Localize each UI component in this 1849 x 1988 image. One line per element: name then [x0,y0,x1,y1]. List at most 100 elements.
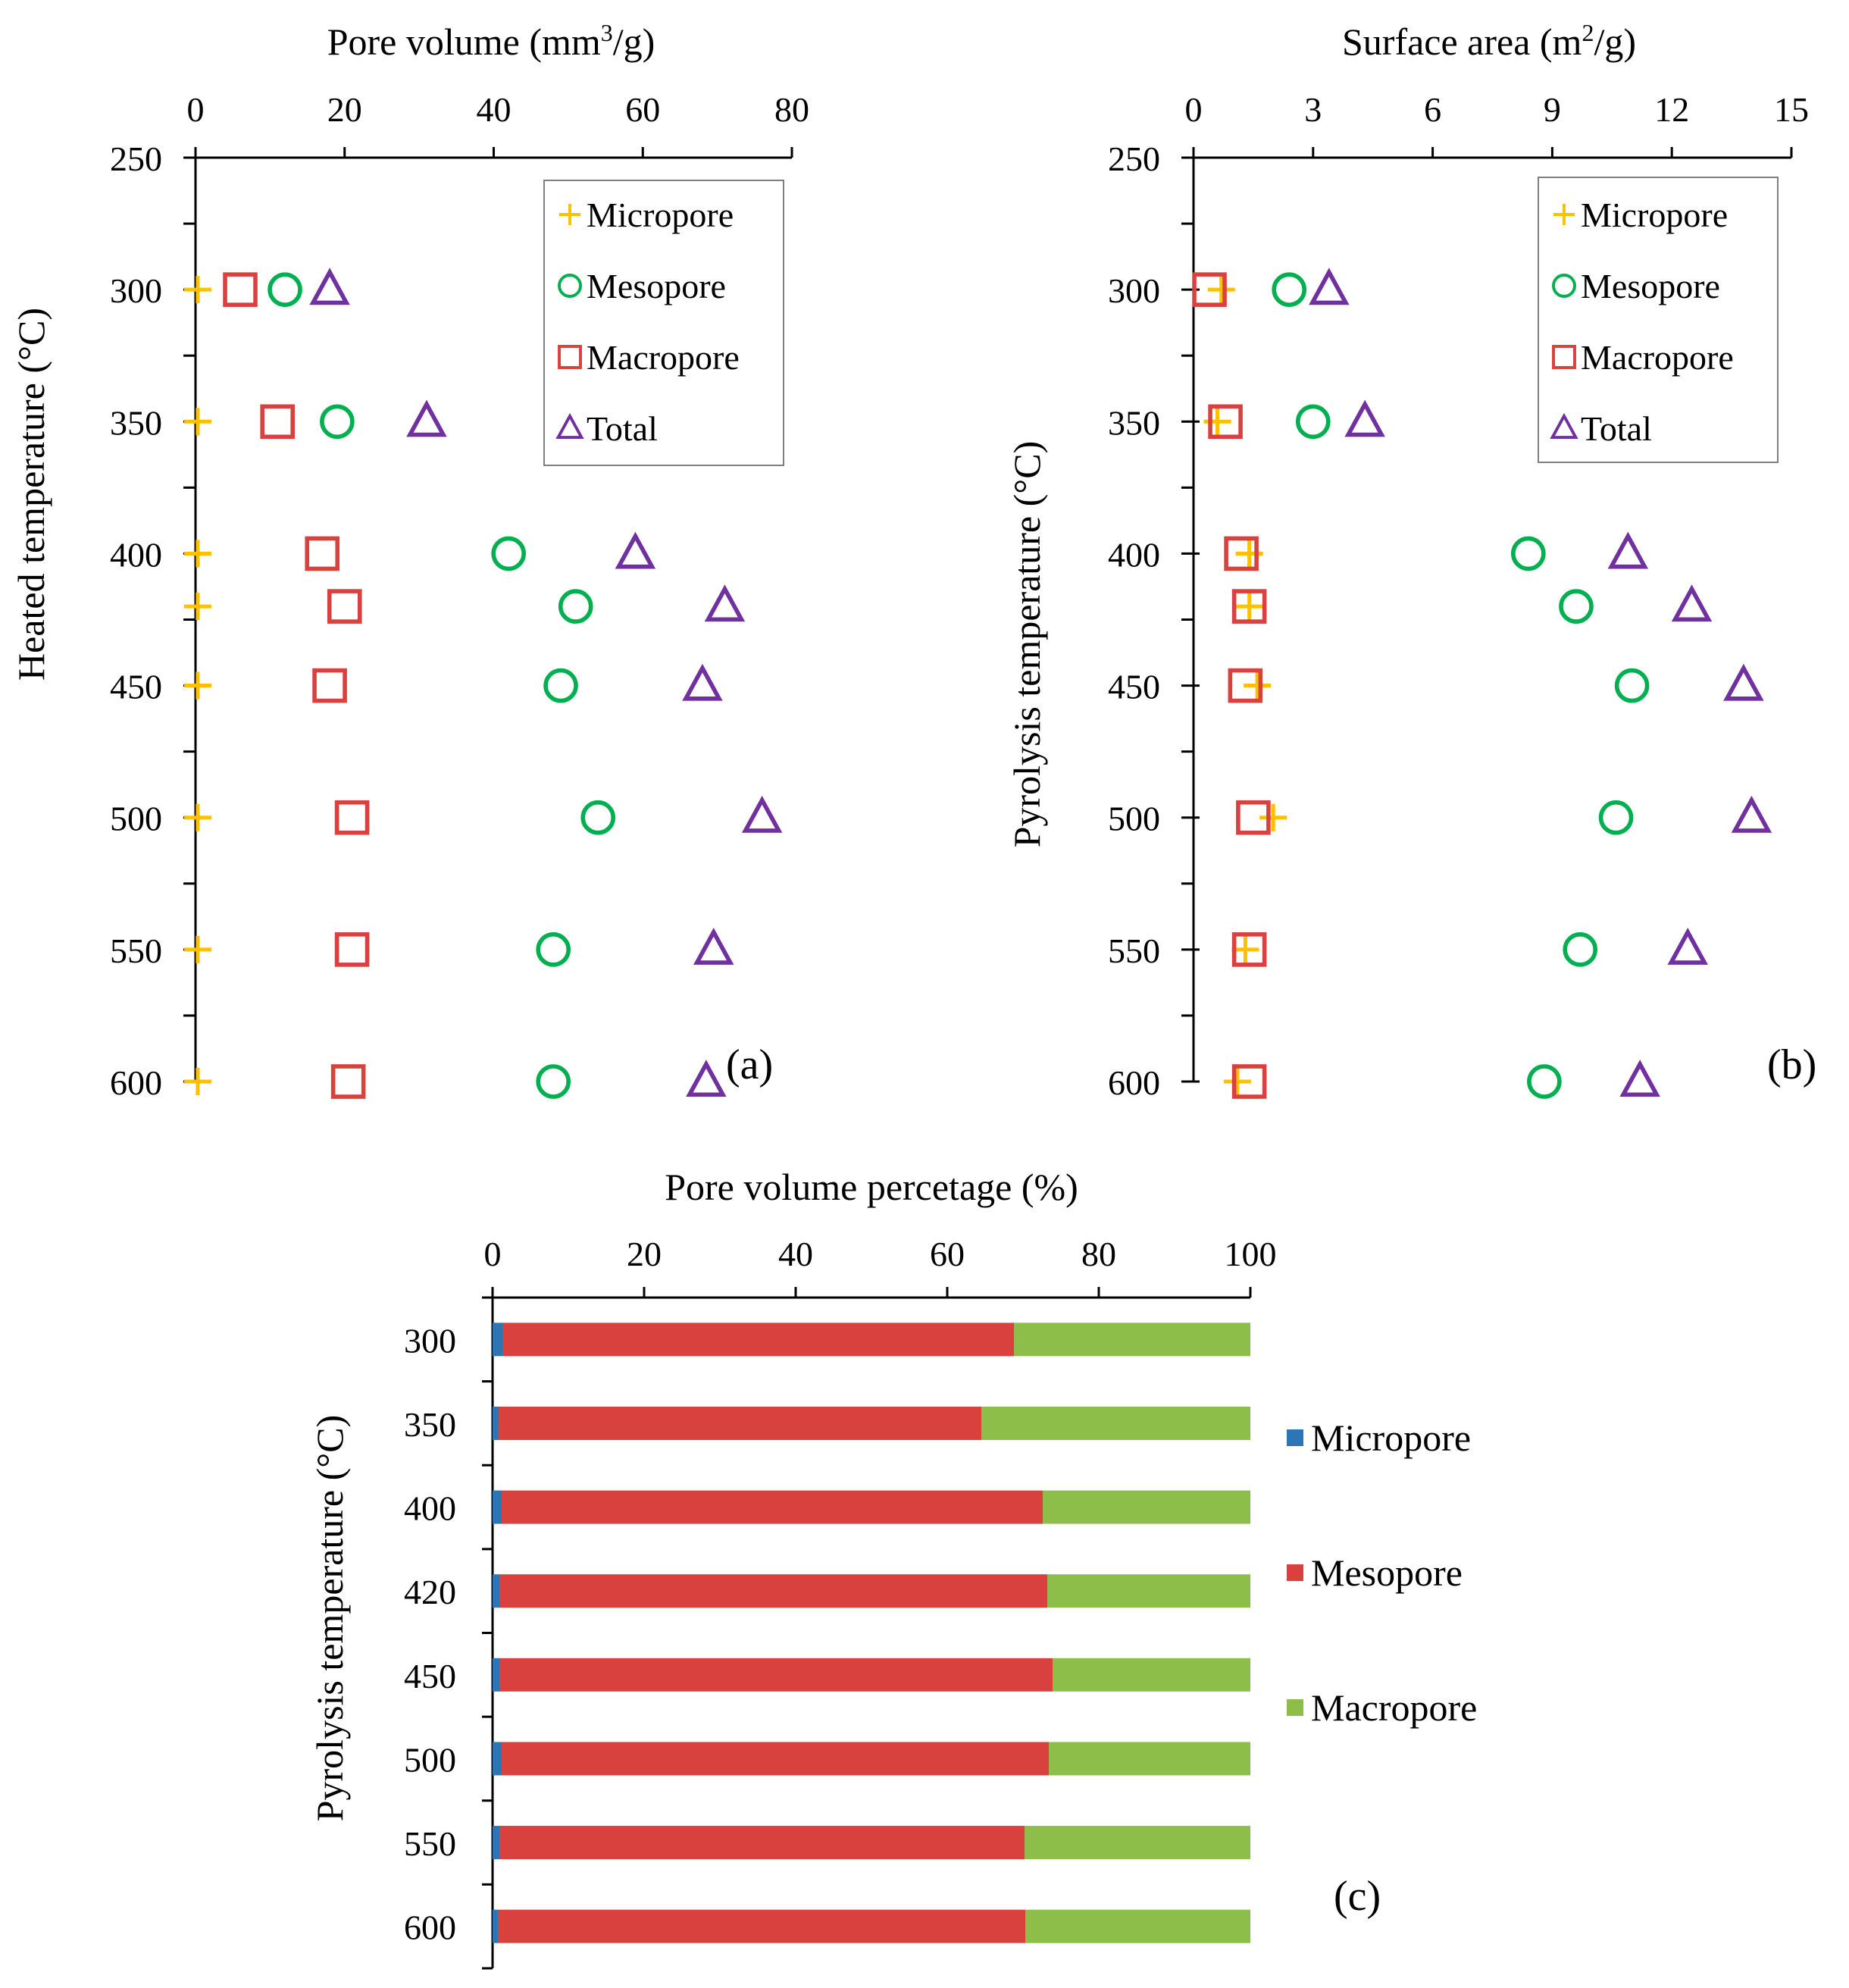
y-tick-label-300: 300 [1108,271,1160,310]
bar-micropore-350 [493,1406,499,1440]
micropore-point-600 [183,1068,211,1095]
legend-label-mesopore: Mesopore [587,267,726,305]
x-tick-label-0: 0 [1185,90,1203,129]
bar-micropore-420 [493,1574,499,1608]
macropore-point-450 [312,668,347,703]
y-tick-label-400: 400 [404,1489,456,1528]
macropore-point-400 [305,536,340,571]
total-point-450 [1723,663,1764,701]
micropore-point-400 [1235,540,1263,568]
mesopore-point-550 [536,932,571,967]
bar-mesopore-400 [502,1490,1043,1524]
panel-b-y-axis: 250 300 350 400 450 500 550 600 [1108,139,1200,1102]
bar-mesopore-500 [502,1742,1049,1776]
micropore-point-600 [1223,1068,1251,1095]
total-point-350 [406,399,447,437]
panel-a-y-axis: 250 300 350 400 450 500 550 600 [110,139,202,1102]
y-tick-label-300: 300 [110,271,162,310]
legend-label-mesopore: Mesopore [1311,1551,1463,1594]
total-point-500 [741,795,783,833]
mesopore-point-350 [1296,404,1331,440]
panel-a-title: Pore volume (mm3/g) [327,19,655,63]
legend-label-macropore: Macropore [1311,1686,1477,1729]
panel-b-surface-area: Surface area (m2/g) 0 3 6 9 12 15 250 300 350 40… [1006,19,1816,1102]
y-tick-label-450: 450 [110,668,162,706]
mesopore-point-600 [536,1064,571,1099]
total-point-420 [1671,584,1713,622]
panel-a-x-axis: 0 20 40 60 80 [187,90,809,159]
mesopore-point-350 [320,404,355,440]
panel-a-legend-box [543,180,784,466]
panel-b-x-axis: 0 3 6 9 12 15 [1185,90,1809,159]
panel-c-y-label: Pyrolysis temperature (°C) [308,1415,351,1822]
bar-micropore-450 [493,1658,499,1692]
total-point-400 [615,531,656,569]
macropore-point-550 [1231,932,1267,967]
bar-macropore-450 [1053,1658,1250,1692]
x-tick-label-0: 0 [484,1235,502,1273]
legend-swatch-macropore [1287,1699,1303,1716]
y-tick-label-450: 450 [1108,668,1160,706]
total-point-350 [1344,399,1385,437]
x-tick-label-20: 20 [627,1235,662,1273]
y-tick-label-450: 450 [404,1657,456,1695]
mesopore-point-420 [1559,589,1594,624]
y-tick-label-250: 250 [1108,139,1160,178]
macropore-point-500 [334,800,370,835]
x-tick-label-60: 60 [625,90,660,129]
y-tick-label-420: 420 [404,1573,456,1611]
legend-label-total: Total [587,409,658,448]
y-tick-label-500: 500 [404,1740,456,1779]
mesopore-point-550 [1563,932,1598,967]
mesopore-point-400 [1511,536,1546,571]
micropore-point-300 [183,276,211,304]
legend-swatch-mesopore [1287,1564,1303,1581]
macropore-point-550 [334,932,370,967]
x-tick-label-60: 60 [930,1235,965,1273]
y-tick-label-600: 600 [110,1063,162,1102]
panel-b-legend-box [1538,177,1779,463]
panel-c-title: Pore volume percetage (%) [665,1166,1078,1208]
bar-micropore-400 [493,1490,502,1524]
bar-mesopore-350 [499,1406,981,1440]
macropore-point-400 [1224,536,1259,571]
panel-a-pore-volume: Pore volume (mm3/g) 0 20 40 60 80 250 300 350 4… [10,19,809,1102]
legend-label-macropore: Macropore [587,338,740,377]
panel-c-y-axis: 300 350 400 420 450 500 550 600 [404,1296,494,1970]
bar-macropore-400 [1043,1490,1250,1524]
panel-c-pore-volume-percentage: Pore volume percetage (%) 0 20 40 60 80 100 3… [308,1166,1477,1970]
bar-micropore-300 [493,1323,502,1357]
x-tick-label-80: 80 [1081,1235,1116,1273]
total-point-550 [693,928,734,965]
legend-swatch-micropore [1287,1429,1303,1446]
total-point-500 [1731,795,1772,833]
bar-mesopore-600 [498,1909,1025,1943]
micropore-point-450 [1244,672,1272,700]
micropore-point-420 [183,593,211,621]
legend-marker-macropore [558,345,582,369]
bar-macropore-500 [1049,1742,1250,1776]
y-tick-label-250: 250 [110,139,162,178]
mesopore-point-400 [491,536,526,571]
legend-marker-micropore [559,204,580,225]
y-tick-label-500: 500 [1108,800,1160,838]
y-tick-label-350: 350 [404,1405,456,1444]
y-tick-label-550: 550 [404,1824,456,1863]
y-tick-label-550: 550 [1108,931,1160,970]
mesopore-point-500 [580,800,616,835]
panel-a-label: (a) [726,1041,773,1088]
bar-micropore-600 [493,1909,498,1943]
total-point-450 [682,663,723,701]
y-tick-label-300: 300 [404,1321,456,1360]
bar-macropore-350 [981,1406,1250,1440]
bar-macropore-420 [1047,1574,1250,1608]
legend-label-micropore: Micropore [1581,196,1728,234]
micropore-point-500 [1259,803,1287,831]
bar-mesopore-450 [499,1658,1053,1692]
macropore-point-450 [1228,668,1263,703]
legend-marker-total [1550,412,1578,440]
x-tick-label-6: 6 [1424,90,1441,129]
panel-b-points [1192,268,1772,1099]
mesopore-point-420 [558,589,593,624]
total-point-300 [309,268,350,305]
